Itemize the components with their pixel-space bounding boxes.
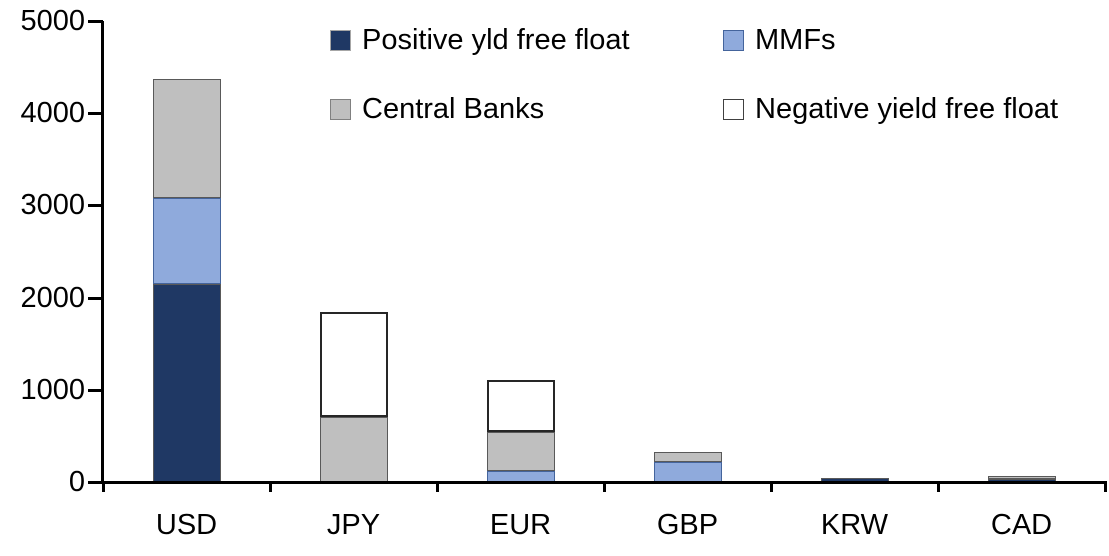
bar-segment-cad-central-banks [987,476,1056,480]
y-axis-line [101,21,104,484]
x-axis-category-label-gbp: GBP [656,509,719,541]
x-axis-tick [602,481,606,492]
bar-segment-jpy-central-banks [319,417,388,482]
y-axis-tick-label: 2000 [20,281,85,314]
x-axis-category-label-cad: CAD [990,509,1053,541]
legend-label: MMFs [755,24,836,56]
bar-segment-usd-central-banks [152,79,221,199]
bar-segment-eur-negative-yield-free-float [486,379,555,433]
x-axis-tick [1103,481,1107,492]
bar-segment-usd-mmfs [152,198,221,284]
legend-swatch-mmfs-icon [723,29,744,51]
bar-segment-jpy-negative-yield-free-float [319,312,388,418]
x-axis-tick [936,481,940,492]
x-axis-category-label-usd: USD [155,509,218,541]
y-axis-tick [88,20,103,23]
x-axis-tick [101,481,105,492]
x-axis-category-label-eur: EUR [489,509,552,541]
y-axis-tick-label: 0 [68,466,85,498]
legend-item-positive-yld-free-float: Positive yld free float [330,24,630,56]
y-axis-tick [88,112,103,116]
bar-segment-usd-positive-yld-free-float [152,283,221,482]
legend-swatch-central-banks-icon [330,98,351,120]
x-axis-line [88,481,1107,484]
y-axis-tick [88,388,103,392]
legend-item-central-banks: Central Banks [330,93,544,125]
x-axis-category-label-jpy: JPY [326,509,381,541]
y-axis-tick-label: 5000 [20,5,85,37]
legend-item-mmfs: MMFs [723,24,836,56]
bar-segment-gbp-central-banks [653,451,722,462]
bar-segment-eur-central-banks [486,432,555,471]
legend-label: Negative yield free float [755,93,1059,125]
x-axis-tick [769,481,773,492]
bar-segment-gbp-mmfs [653,461,722,482]
y-axis-tick-label: 4000 [20,97,85,130]
x-axis-tick [435,481,439,492]
y-axis-tick [88,296,103,300]
y-axis-tick-label: 1000 [20,373,85,406]
x-axis-category-label-krw: KRW [820,509,889,541]
legend-label: Central Banks [362,93,545,125]
y-axis-tick-label: 3000 [20,189,85,222]
x-axis-tick [268,481,272,492]
y-axis-tick [88,204,103,208]
legend-item-negative-yield-free-float: Negative yield free float [723,93,1058,125]
legend-label: Positive yld free float [362,24,630,56]
legend-swatch-negative-yield-free-float-icon [723,98,744,120]
legend-swatch-positive-yld-free-float-icon [330,29,351,51]
